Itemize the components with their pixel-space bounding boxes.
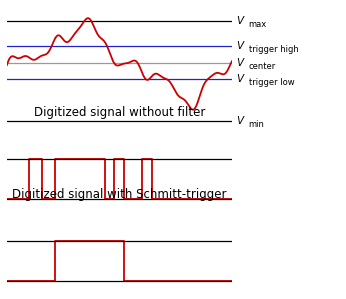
Text: trigger high: trigger high <box>249 45 299 54</box>
Text: trigger low: trigger low <box>249 78 294 87</box>
Text: center: center <box>249 62 276 71</box>
Text: Digitized signal without filter: Digitized signal without filter <box>34 106 205 119</box>
Text: V: V <box>236 58 244 68</box>
Text: Digitized signal with Schmitt-trigger: Digitized signal with Schmitt-trigger <box>12 188 227 201</box>
Text: V: V <box>236 74 244 84</box>
Text: min: min <box>249 120 265 129</box>
Text: V: V <box>236 116 244 126</box>
Text: max: max <box>249 20 267 29</box>
Text: V: V <box>236 41 244 51</box>
Text: V: V <box>236 16 244 26</box>
